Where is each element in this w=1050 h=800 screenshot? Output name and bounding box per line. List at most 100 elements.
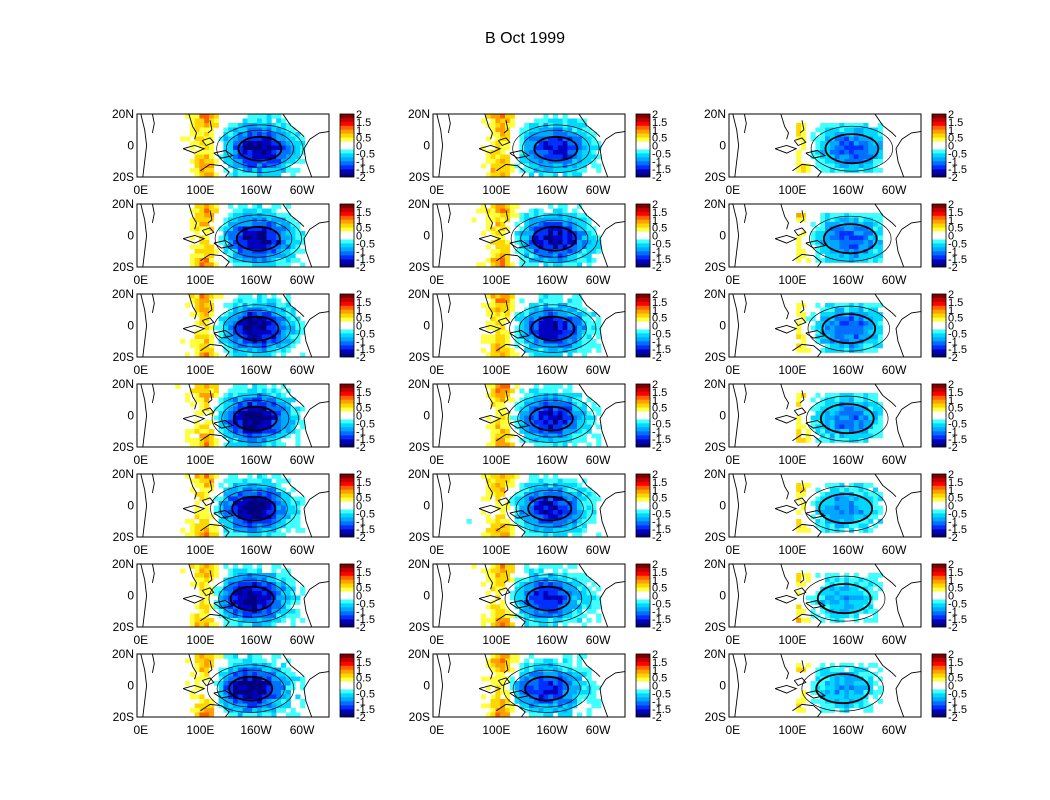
anomaly-cell <box>873 235 879 241</box>
anomaly-cell <box>844 609 850 614</box>
anomaly-cell <box>247 114 253 119</box>
anomaly-cell <box>567 168 573 173</box>
anomaly-cell <box>228 253 234 259</box>
anomaly-cell <box>509 298 515 304</box>
anomaly-cell <box>223 591 229 596</box>
colorbar-tick-label: 1 <box>948 395 954 407</box>
anomaly-cell <box>271 415 277 421</box>
anomaly-cell <box>853 604 859 610</box>
anomaly-cell <box>581 150 587 155</box>
anomaly-cell <box>290 334 296 340</box>
anomaly-cell <box>572 393 578 398</box>
colorbar-swatch <box>340 227 354 232</box>
x-tick-label: 60W <box>290 453 315 467</box>
anomaly-cell <box>481 231 487 236</box>
anomaly-cell <box>228 604 234 610</box>
anomaly-cell <box>218 334 224 340</box>
colorbar-swatch <box>340 215 354 220</box>
anomaly-cell <box>796 168 802 173</box>
anomaly-cell <box>844 393 850 398</box>
colorbar-swatch <box>340 431 354 436</box>
anomaly-cell <box>543 339 549 344</box>
colorbar-swatch <box>636 125 650 130</box>
contour-line <box>231 495 277 522</box>
anomaly-cell <box>261 442 267 448</box>
colorbar-swatch <box>340 419 354 424</box>
anomaly-cell <box>228 496 234 502</box>
anomaly-cell <box>538 240 544 245</box>
anomaly-cell <box>562 442 568 448</box>
anomaly-cell <box>801 136 807 142</box>
anomaly-cell <box>873 217 879 223</box>
anomaly-cell <box>829 249 835 254</box>
anomaly-cell <box>285 217 291 223</box>
anomaly-cell <box>553 325 559 331</box>
colorbar-swatch <box>340 121 354 127</box>
anomaly-cell <box>281 519 287 524</box>
anomaly-cell <box>204 244 210 250</box>
panel-frame <box>136 293 330 358</box>
x-tick-label: 0E <box>429 543 444 557</box>
anomaly-cell <box>796 519 802 524</box>
anomaly-cell <box>199 591 205 596</box>
coastline <box>497 227 511 237</box>
anomaly-cell <box>548 159 554 164</box>
colorbar-frame <box>339 563 355 628</box>
anomaly-cell <box>519 609 525 614</box>
anomaly-cell <box>533 159 539 164</box>
anomaly-cell <box>519 262 525 268</box>
anomaly-cell <box>257 343 263 349</box>
anomaly-cell <box>271 262 277 268</box>
anomaly-cell <box>495 424 501 430</box>
anomaly-cell <box>815 505 821 511</box>
anomaly-cell <box>204 519 210 524</box>
anomaly-cell <box>481 204 487 209</box>
anomaly-cell <box>548 294 554 299</box>
anomaly-cell <box>591 150 597 155</box>
colorbar-swatch <box>340 309 354 314</box>
colorbar-swatch <box>340 481 354 487</box>
anomaly-cell <box>519 213 525 218</box>
anomaly-cell <box>820 618 826 623</box>
anomaly-cell <box>820 429 826 434</box>
anomaly-cell <box>261 325 267 331</box>
anomaly-cell <box>509 532 515 538</box>
anomaly-cell <box>577 244 583 250</box>
anomaly-cell <box>877 127 883 133</box>
anomaly-cell <box>266 114 272 119</box>
anomaly-cell <box>204 478 210 484</box>
anomaly-cell <box>233 586 239 592</box>
anomaly-cell <box>237 501 243 506</box>
anomaly-cell <box>228 150 234 155</box>
colorbar-swatch <box>340 223 354 228</box>
anomaly-cell <box>553 501 559 506</box>
anomaly-cell <box>247 388 253 394</box>
anomaly-cell <box>825 136 831 142</box>
anomaly-cell <box>548 240 554 245</box>
anomaly-cell <box>519 240 525 245</box>
anomaly-cell <box>839 316 845 322</box>
anomaly-cell <box>228 402 234 407</box>
anomaly-cell <box>213 415 219 421</box>
colorbar-swatch <box>340 157 354 162</box>
anomaly-cell <box>548 514 554 520</box>
anomaly-cell <box>548 127 554 133</box>
anomaly-cell <box>519 613 525 619</box>
y-tick-label: 20S <box>113 260 134 274</box>
anomaly-cell <box>844 348 850 353</box>
anomaly-cell <box>271 316 277 322</box>
anomaly-cell <box>591 496 597 502</box>
anomaly-cell <box>538 172 544 178</box>
anomaly-cell <box>586 600 592 605</box>
anomaly-cell <box>519 420 525 425</box>
anomaly-cell <box>237 402 243 407</box>
y-tick-label: 20S <box>705 170 726 184</box>
anomaly-cell <box>281 384 287 389</box>
anomaly-cell <box>567 586 573 592</box>
anomaly-cell <box>567 307 573 313</box>
anomaly-cell <box>194 231 200 236</box>
anomaly-cell <box>490 217 496 223</box>
anomaly-cell <box>825 519 831 524</box>
colorbar-swatch <box>340 114 354 119</box>
anomaly-cell <box>223 312 229 317</box>
